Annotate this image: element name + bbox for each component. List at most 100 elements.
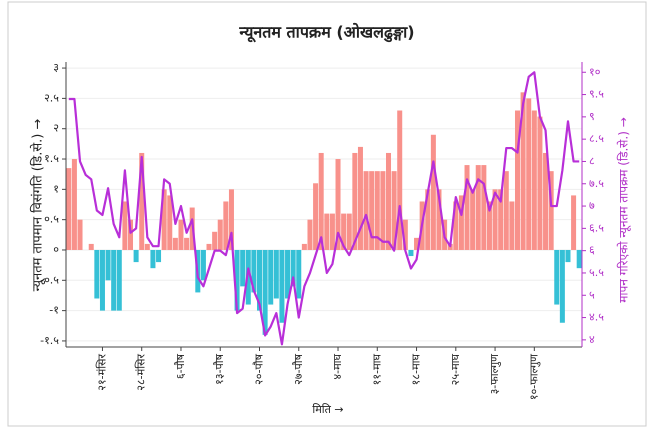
- bar: [571, 195, 577, 250]
- bar: [335, 159, 341, 250]
- bar: [71, 159, 77, 250]
- y2-tick-label: ७.५: [589, 177, 604, 190]
- bar: [99, 249, 105, 311]
- bar: [172, 237, 178, 250]
- y-tick-label: १.५: [44, 152, 59, 165]
- bar: [458, 195, 464, 250]
- x-tick-label: २०-पौष: [253, 353, 266, 385]
- bar: [498, 189, 504, 250]
- bar: [251, 249, 257, 293]
- bar: [329, 213, 335, 250]
- y2-tick-label: ८.५: [589, 132, 604, 145]
- bar: [178, 219, 184, 250]
- bar: [156, 249, 162, 263]
- bar: [223, 201, 229, 250]
- bar: [240, 249, 246, 287]
- bar: [122, 201, 128, 250]
- bar: [385, 152, 392, 250]
- bar: [245, 249, 251, 305]
- bar: [346, 213, 352, 250]
- bar: [486, 201, 492, 250]
- x-tick-label: ६-पौष: [174, 353, 187, 379]
- y2-tick-label: ५: [589, 288, 595, 301]
- bar: [414, 237, 420, 250]
- bar: [475, 165, 481, 250]
- bar: [341, 213, 347, 250]
- bar: [369, 171, 375, 250]
- bar: [256, 249, 263, 311]
- bar: [470, 189, 476, 250]
- x-tick-label: २५-माघ: [449, 354, 462, 386]
- bar: [268, 249, 274, 305]
- chart-title: न्यूनतम तापक्रम (ओखलढुङ्गा): [238, 23, 414, 43]
- bar: [144, 243, 150, 250]
- x-tick-label: २१-मंसिर: [95, 354, 108, 391]
- bar: [262, 249, 268, 335]
- bar: [363, 171, 369, 250]
- bar: [133, 249, 139, 263]
- bar: [514, 110, 521, 250]
- bar: [559, 249, 565, 323]
- bar: [531, 110, 537, 250]
- bar: [537, 116, 543, 250]
- bar: [111, 249, 117, 311]
- y-tick-label: ०.५: [44, 213, 59, 226]
- bar: [116, 249, 122, 311]
- bar: [127, 219, 134, 250]
- y-tick-label: १: [53, 182, 59, 195]
- y2-tick-label: १०: [589, 65, 601, 78]
- y-axis-label: न्यूनतम तापमान विसंगति (डि.से.) →: [30, 119, 46, 292]
- bar: [161, 189, 167, 250]
- bar: [408, 249, 414, 257]
- bar: [503, 171, 509, 250]
- bar: [234, 249, 240, 311]
- bar: [184, 237, 190, 250]
- bar: [520, 92, 526, 250]
- bar: [397, 110, 403, 250]
- bar: [167, 195, 173, 250]
- bar: [548, 171, 554, 250]
- x-tick-label: ११-माघ: [370, 354, 383, 386]
- y2-axis-label: मापन गरिएको न्यूनतम तापक्रम (डि.से.) →: [617, 117, 632, 303]
- bar: [212, 231, 218, 250]
- bar: [543, 152, 549, 250]
- bar: [77, 219, 83, 250]
- x-tick-label: ४-माघ: [331, 354, 344, 380]
- bar: [481, 165, 487, 250]
- bar: [273, 249, 279, 299]
- bar: [150, 249, 156, 269]
- x-tick-label: १८-माघ: [410, 354, 423, 386]
- y-tick-label: -१.५: [40, 334, 59, 347]
- y-tick-label: ३: [53, 61, 59, 74]
- bar: [380, 171, 386, 250]
- y2-tick-label: ७: [589, 199, 595, 212]
- bar: [206, 243, 212, 250]
- x-tick-label: १०-फाल्गुण: [527, 353, 540, 400]
- line: [68, 71, 580, 346]
- bar: [279, 249, 285, 323]
- bar: [374, 171, 380, 250]
- bar: [492, 189, 498, 250]
- y-tick-label: -१: [49, 304, 59, 317]
- y-tick-label: २: [53, 122, 59, 135]
- bar: [357, 146, 363, 250]
- bar: [307, 219, 313, 250]
- y2-tick-label: ९.५: [589, 88, 604, 101]
- bar: [200, 249, 206, 281]
- y-tick-label: -०.५: [40, 273, 59, 286]
- bar: [425, 189, 431, 250]
- bar: [296, 249, 302, 299]
- bar: [217, 219, 223, 250]
- frame: [7, 1, 647, 427]
- x-tick-label: २७-पौष: [292, 353, 305, 385]
- bar: [88, 243, 94, 250]
- bar: [565, 249, 571, 263]
- bar: [105, 249, 111, 281]
- y2-tick-label: ४.५: [589, 311, 604, 324]
- bar: [453, 201, 459, 250]
- bar: [509, 201, 515, 250]
- bar: [94, 249, 100, 299]
- y-tick-label: २.५: [44, 91, 59, 104]
- bar: [391, 171, 397, 250]
